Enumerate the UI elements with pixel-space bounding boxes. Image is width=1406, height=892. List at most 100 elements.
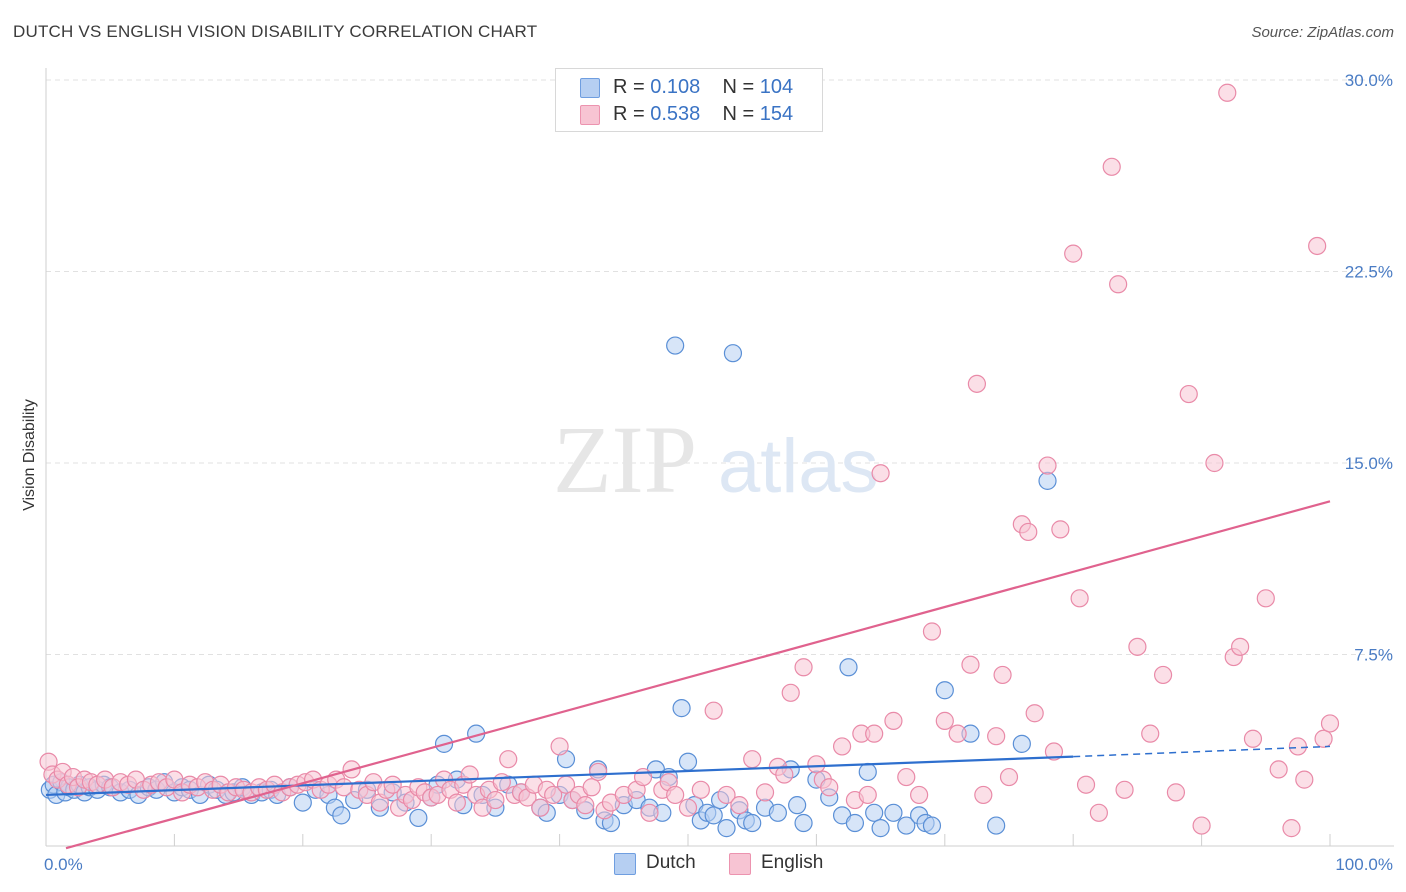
dutch-trend-extension (1073, 745, 1331, 758)
watermark-atlas: atlas (718, 424, 879, 509)
english-point (871, 464, 890, 483)
english-point (755, 783, 775, 802)
english-point (550, 737, 569, 756)
dutch-point (788, 796, 807, 815)
dutch-point (897, 816, 916, 835)
grid-lines (46, 79, 1394, 655)
english-point (704, 701, 723, 720)
dutch-point (922, 816, 942, 835)
dutch-point (871, 819, 890, 838)
legend-r-label: R = (613, 76, 651, 98)
english-point (832, 737, 852, 756)
english-point (865, 724, 884, 743)
legend-swatch-english (580, 105, 600, 125)
bottom-legend-swatch-dutch (614, 853, 636, 875)
english-point (967, 374, 987, 393)
english-point (544, 785, 563, 805)
english-point (1102, 157, 1121, 176)
chart-title: DUTCH VS ENGLISH VISION DISABILITY CORRE… (13, 22, 538, 41)
english-point (666, 785, 685, 805)
english-point (1115, 780, 1134, 799)
english-point (743, 750, 762, 769)
dutch-point (935, 681, 954, 700)
stats-legend: R = 0.108 N = 104 R = 0.538 N = 154 (555, 68, 823, 132)
dutch-point (723, 344, 743, 363)
english-point (1044, 742, 1064, 761)
source-label: Source: ZipAtlas.com (1251, 24, 1394, 41)
legend-n-value: 154 (759, 103, 794, 125)
english-point (640, 803, 659, 822)
dutch-point (704, 806, 723, 825)
trend-lines (45, 500, 1331, 850)
english-point (775, 765, 794, 784)
dutch-point (672, 699, 691, 718)
legend-n-label: N = (722, 76, 760, 98)
english-point (781, 683, 800, 702)
legend-n-label: N = (722, 103, 760, 125)
bottom-legend-label-english: English (761, 852, 824, 873)
english-point (1141, 724, 1160, 743)
x-tick-label: 0.0% (44, 855, 83, 874)
english-point (678, 798, 698, 817)
english-point (717, 785, 736, 805)
english-point (1076, 775, 1096, 794)
watermark-zip: ZIP (553, 406, 697, 513)
y-tick-label: 15.0% (1345, 454, 1393, 473)
english-point (961, 655, 980, 674)
english-point (1256, 589, 1275, 608)
english-point (1320, 714, 1340, 733)
legend-n-value: 104 (759, 76, 794, 98)
english-point (858, 785, 877, 805)
english-point (576, 796, 595, 815)
english-point (383, 775, 402, 794)
legend-swatch-dutch (580, 78, 600, 98)
english-point (1109, 275, 1128, 294)
dutch-point (678, 752, 698, 771)
axes (45, 68, 1394, 847)
watermark: ZIP atlas (553, 406, 879, 513)
english-point (531, 798, 550, 817)
english-point (974, 785, 993, 805)
english-point (499, 750, 518, 769)
legend-r-value: 0.538 (650, 103, 701, 125)
y-tick-label: 30.0% (1345, 71, 1393, 90)
english-point (820, 778, 839, 797)
english-point (1128, 637, 1147, 656)
bottom-legend-label-dutch: Dutch (646, 852, 696, 873)
english-point (1070, 589, 1089, 608)
english-point (582, 778, 601, 797)
dutch-point (332, 806, 351, 825)
english-point (334, 778, 353, 797)
english-point (486, 790, 505, 810)
dutch-point (768, 803, 787, 822)
dutch-point (839, 658, 858, 677)
dutch-point (1038, 471, 1057, 490)
english-point (897, 767, 916, 787)
dutch-point (794, 813, 813, 833)
english-point (993, 665, 1012, 685)
dutch-point (845, 813, 865, 833)
english-point (1205, 453, 1224, 473)
english-point (807, 755, 826, 774)
dutch-point (293, 793, 312, 812)
english-point (922, 622, 942, 641)
dutch-points (40, 336, 1057, 838)
english-point (1038, 456, 1057, 475)
english-point (999, 767, 1019, 787)
english-point (1288, 737, 1308, 756)
english-point (633, 767, 653, 787)
y-tick-label: 7.5% (1354, 646, 1393, 665)
english-trend-line (65, 500, 1331, 850)
english-point (1218, 83, 1237, 102)
y-axis-label: Vision Disability (21, 399, 38, 511)
english-point (935, 711, 954, 730)
english-point (589, 762, 608, 782)
english-point (1314, 729, 1333, 748)
english-point (691, 780, 710, 799)
english-point (1308, 236, 1327, 256)
english-point (1025, 704, 1044, 723)
english-point (730, 796, 749, 815)
english-point (1192, 816, 1211, 835)
english-point (794, 658, 813, 677)
